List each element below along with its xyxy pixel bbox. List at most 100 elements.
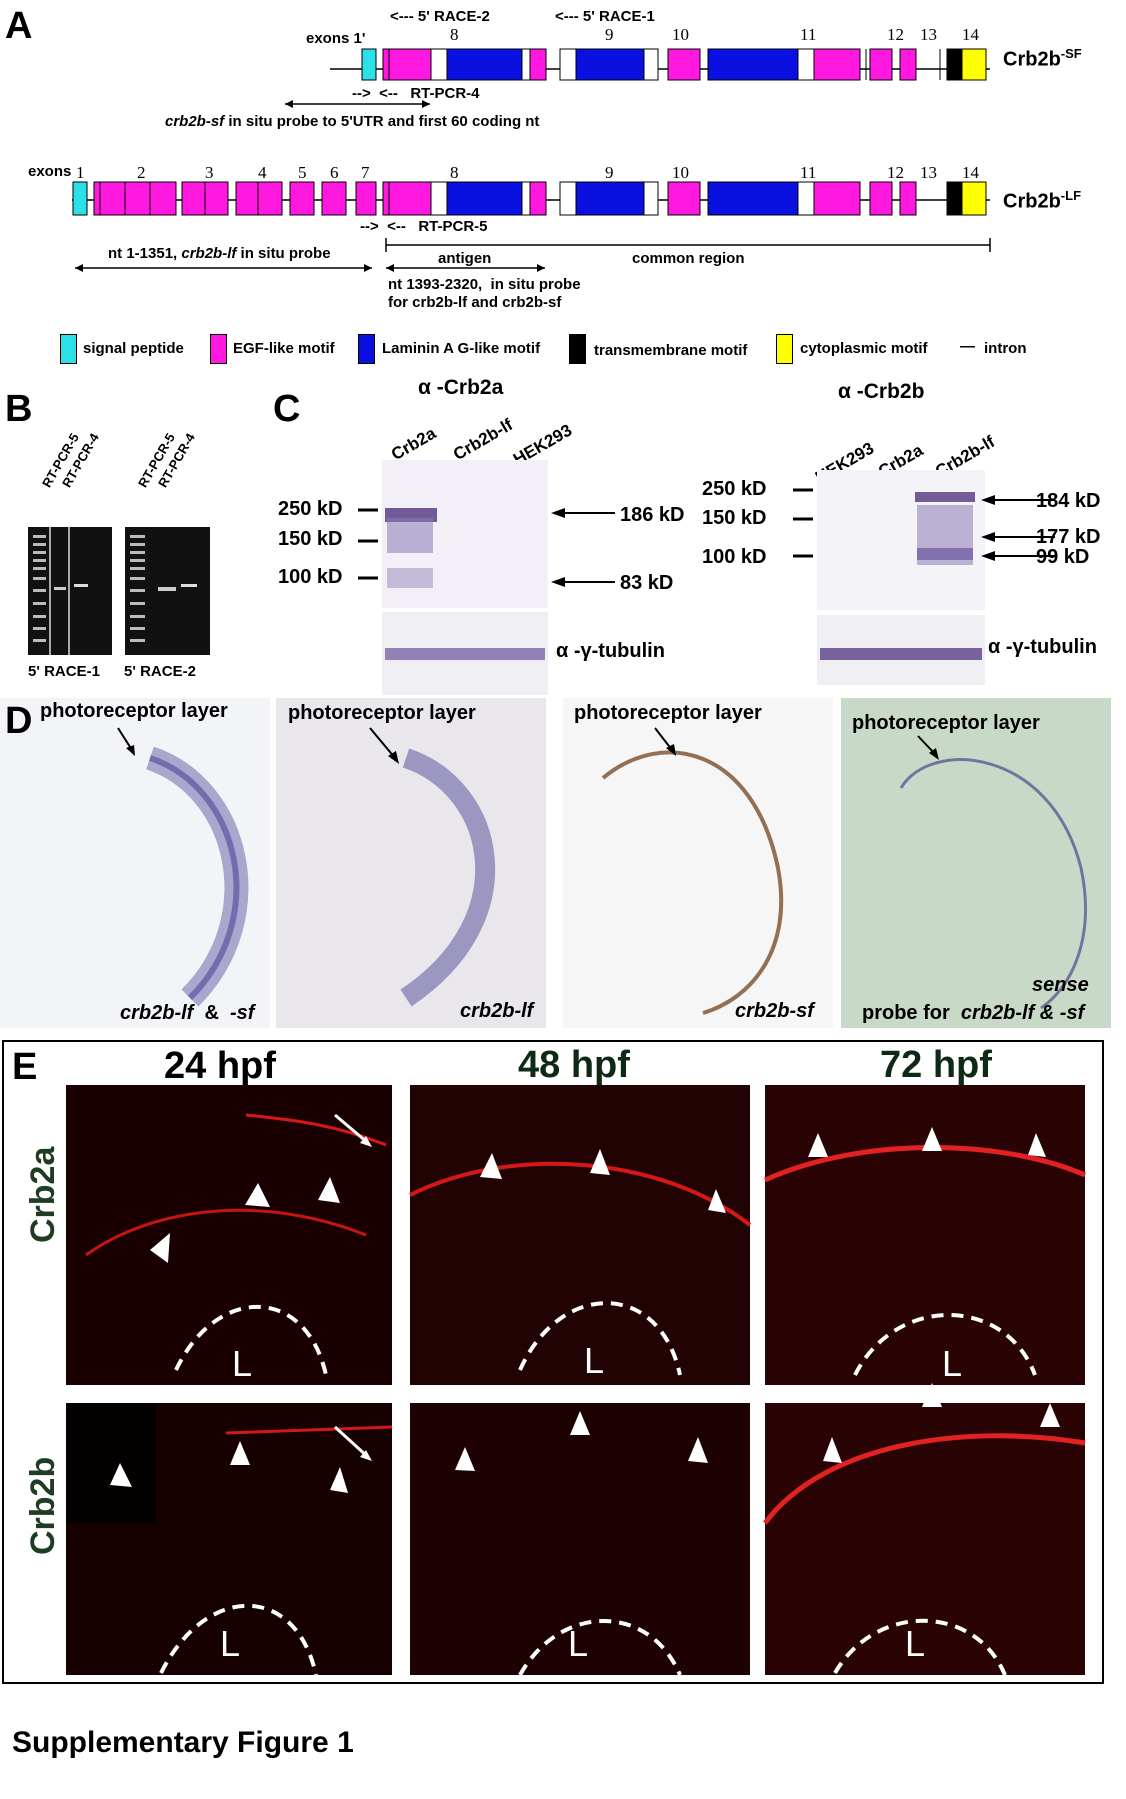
sf-exon-11: 11 (800, 25, 817, 44)
lens-label: L (584, 1340, 605, 1381)
nt-probe-line1: nt 1393-2320, in situ probe (388, 276, 581, 293)
in-situ-image-3 (563, 698, 833, 1028)
marker-label: 100 kD (278, 566, 343, 588)
sf-exon-8: 8 (450, 25, 459, 44)
crb2b-sf-label: Crb2b-SF (1003, 46, 1082, 71)
in-situ-caption-4: probe for crb2b-lf & -sf (862, 1002, 1085, 1024)
legend-signal-label: signal peptide (83, 340, 184, 357)
blot-lane-label: Crb2a (388, 423, 440, 465)
in-situ-caption-2: crb2b-lf (460, 1000, 534, 1022)
in-situ-image-4 (841, 698, 1111, 1028)
lens-label: L (568, 1623, 589, 1664)
rt-pcr-5-label: --> <-- RT-PCR-5 (360, 218, 488, 235)
lf-exon-13: 13 (920, 163, 937, 182)
nt-probe-line2: for crb2b-lf and crb2b-sf (388, 294, 562, 311)
photoreceptor-layer-label: photoreceptor layer (288, 702, 476, 724)
tubulin-label: α -γ-tubulin (556, 640, 665, 662)
race1-label: <--- 5' RACE-1 (555, 8, 655, 25)
legend-laminin-swatch (358, 334, 375, 364)
pointer-arrows-d (117, 727, 939, 764)
marker-label: 100 kD (702, 546, 767, 568)
legend-signal-swatch (60, 334, 77, 364)
legend-cyto-label: cytoplasmic motif (800, 340, 928, 357)
lens-label: L (220, 1623, 241, 1664)
lf-exon-4: 4 (258, 163, 267, 182)
marker-label: 150 kD (702, 507, 767, 529)
gel-image-race1 (28, 527, 112, 655)
legend-tm-label: transmembrane motif (594, 342, 748, 359)
in-situ-image-2 (276, 698, 546, 1028)
lf-exon-1: 1 (76, 163, 85, 182)
gel-image-race2 (125, 527, 210, 655)
lf-probe-label: nt 1-1351, crb2b-lf in situ probe (108, 245, 331, 262)
rt-pcr-4-label: --> <-- RT-PCR-4 (352, 85, 480, 102)
western-blot-crb2a (358, 460, 615, 695)
blot-lane-label: Crb2b-lf (450, 415, 516, 465)
panel-label-e: E (12, 1046, 38, 1088)
lf-exon-6: 6 (330, 163, 339, 182)
in-situ-caption-3: crb2b-sf (735, 1000, 814, 1022)
crb2b-lf-label: Crb2b-LF (1003, 188, 1082, 213)
panel-label-d: D (5, 700, 33, 742)
sense-label: sense (1032, 974, 1089, 996)
marker-label: 250 kD (278, 498, 343, 520)
common-region-label: common region (632, 250, 745, 267)
photoreceptor-layer-label: photoreceptor layer (852, 712, 1040, 734)
sf-exon-13: 13 (920, 25, 937, 44)
timepoint-label: 48 hpf (518, 1044, 630, 1086)
antigen-label: antigen (438, 250, 492, 267)
band-label: 83 kD (620, 572, 674, 594)
lf-exon-12: 12 (887, 163, 904, 182)
lf-exon-11: 11 (800, 163, 817, 182)
panel-e-frame (2, 1040, 1104, 1684)
sf-exon-12: 12 (887, 25, 904, 44)
panel-label-a: A (5, 5, 33, 47)
gene-structure-diagram (72, 48, 991, 272)
timepoint-label: 72 hpf (880, 1044, 992, 1086)
lf-exon-14: 14 (962, 163, 979, 182)
tubulin-label: α -γ-tubulin (988, 636, 1097, 658)
in-situ-image-1 (0, 698, 270, 1028)
marker-label: 250 kD (702, 478, 767, 500)
lens-label: L (232, 1343, 253, 1384)
legend-egf-swatch (210, 334, 227, 364)
lens-label: L (942, 1343, 963, 1384)
legend-intron-symbol: — (960, 338, 975, 355)
lens-label: L (905, 1623, 926, 1664)
lf-exon-8: 8 (450, 163, 459, 182)
band-label: 184 kD (1036, 490, 1101, 512)
legend-egf-label: EGF-like motif (233, 340, 335, 357)
exons-label: exons (28, 163, 72, 180)
lf-exon-9: 9 (605, 163, 614, 182)
band-label: 177 kD (1036, 526, 1101, 548)
lf-exon-7: 7 (361, 163, 370, 182)
legend-tm-swatch (569, 334, 586, 364)
legend-intron-label: intron (984, 340, 1027, 357)
timepoint-label: 24 hpf (164, 1045, 276, 1087)
photoreceptor-layer-label: photoreceptor layer (40, 700, 228, 722)
lf-exon-5: 5 (298, 163, 307, 182)
marker-label: 150 kD (278, 528, 343, 550)
sf-exon-10: 10 (672, 25, 689, 44)
legend-cyto-swatch (776, 334, 793, 364)
band-label: 99 kD (1036, 546, 1090, 568)
gel-caption-race2: 5' RACE-2 (124, 663, 196, 680)
sf-exon-14: 14 (962, 25, 979, 44)
panel-label-c: C (273, 388, 301, 430)
sf-probe-label: crb2b-sf in situ probe to 5'UTR and firs… (165, 113, 540, 130)
race2-label: <--- 5' RACE-2 (390, 8, 490, 25)
lf-exon-10: 10 (672, 163, 689, 182)
exons-1prime-label: exons 1' (306, 30, 366, 47)
legend-laminin-label: Laminin A G-like motif (382, 340, 541, 357)
fluorescence-grid (66, 1085, 1087, 1675)
lf-exon-2: 2 (137, 163, 146, 182)
band-label: 186 kD (620, 504, 685, 526)
blot-title-crb2b: α -Crb2b (838, 380, 925, 403)
figure-caption: Supplementary Figure 1 (12, 1726, 354, 1759)
sf-exon-9: 9 (605, 25, 614, 44)
photoreceptor-layer-label: photoreceptor layer (574, 702, 762, 724)
lf-exon-3: 3 (205, 163, 214, 182)
blot-title-crb2a: α -Crb2a (418, 376, 504, 399)
panel-label-b: B (5, 388, 33, 430)
gel-caption-race1: 5' RACE-1 (28, 663, 100, 680)
